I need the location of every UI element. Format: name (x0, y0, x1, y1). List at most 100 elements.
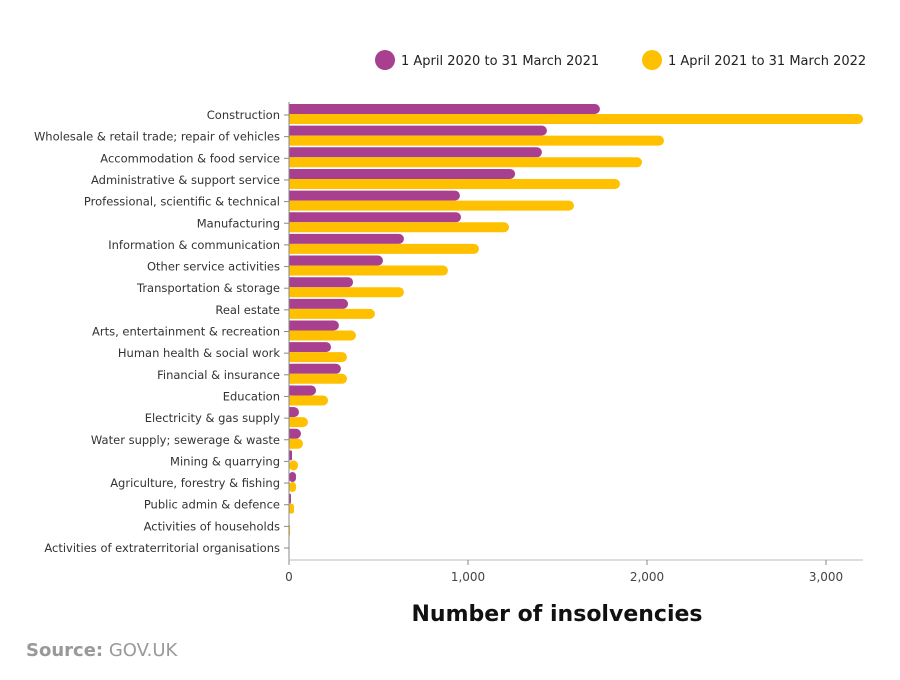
bar-base (289, 233, 294, 244)
bar-2020-21 (289, 298, 349, 309)
bar-base (289, 222, 294, 233)
bar-2021-22 (289, 395, 329, 406)
bar-2020-21 (289, 320, 339, 331)
bar-2021-22 (289, 503, 295, 514)
bar-2021-22 (289, 352, 347, 363)
category-label: Information & communication (108, 238, 280, 252)
bar-base (289, 287, 294, 298)
bar-base (289, 395, 294, 406)
category-label: Education (223, 389, 280, 403)
category-label: Public admin & defence (144, 498, 280, 512)
bar-2021-22 (289, 460, 298, 471)
bar-base (289, 417, 294, 428)
category-label: Arts, entertainment & recreation (92, 325, 280, 339)
bar-2020-21 (289, 255, 383, 266)
x-axis-label: Number of insolvencies (412, 602, 703, 627)
category-label: Manufacturing (197, 216, 280, 230)
bar-base (289, 373, 294, 384)
bar-2021-22 (289, 178, 620, 189)
bar-2020-21 (289, 104, 600, 114)
bar-base (289, 200, 294, 211)
bar-base (289, 147, 294, 158)
bar-base (289, 298, 294, 309)
source-note: Source: GOV.UK (26, 640, 177, 661)
legend-label: 1 April 2020 to 31 March 2021 (401, 54, 599, 69)
legend-marker (642, 50, 662, 70)
bar-2021-22 (289, 308, 375, 319)
category-label: Construction (207, 108, 280, 122)
category-label: Activities of extraterritorial organisat… (44, 541, 280, 555)
bar-2021-22 (289, 287, 404, 298)
bar-2021-22 (289, 265, 448, 276)
bar-base (289, 265, 294, 276)
bar-2020-21 (289, 168, 516, 179)
bar-base (289, 243, 294, 254)
bar-2020-21 (289, 385, 317, 396)
bar-base (289, 190, 294, 201)
bars (289, 104, 864, 536)
bar-base (289, 255, 294, 266)
bar-2021-22 (289, 135, 665, 146)
bar-base (289, 114, 294, 124)
bar-2021-22 (289, 157, 642, 168)
source-label: Source: (26, 640, 104, 661)
x-tick-label: 3,000 (809, 570, 843, 584)
category-label: Human health & social work (118, 346, 280, 360)
bar-base (289, 385, 294, 396)
legend: 1 April 2020 to 31 March 2021 1 April 202… (375, 50, 866, 70)
bar-base (289, 178, 294, 189)
category-label: Administrative & support service (91, 173, 280, 187)
bar-base (289, 407, 294, 418)
bar-2020-21 (289, 363, 341, 374)
bar-base (289, 104, 294, 114)
bar-base (289, 438, 294, 449)
axes: 0 1,000 2,000 3,000 Construction Wholesale & … (34, 102, 863, 584)
category-label: Other service activities (147, 260, 280, 274)
bar-2020-21 (289, 190, 460, 201)
x-tick-label: 2,000 (630, 570, 664, 584)
bar-2020-21 (289, 450, 293, 461)
bar-base (289, 277, 294, 288)
bar-base (289, 330, 294, 341)
bar-2021-22 (289, 243, 479, 254)
bar-base (289, 342, 294, 353)
category-label: Water supply; sewerage & waste (91, 433, 280, 447)
bar-2020-21 (289, 233, 404, 244)
bar-2020-21 (289, 212, 462, 223)
bar-2021-22 (289, 222, 509, 233)
bar-2020-21 (289, 147, 542, 158)
bar-base (289, 135, 294, 146)
category-label: Activities of households (144, 519, 280, 533)
bar-base (289, 212, 294, 223)
category-label: Electricity & gas supply (145, 411, 280, 425)
bar-base (289, 363, 294, 374)
category-label: Professional, scientific & technical (84, 195, 280, 209)
category-label: Accommodation & food service (100, 151, 280, 165)
bar-base (289, 125, 294, 136)
bar-2020-21 (289, 342, 332, 353)
bar-2021-22 (289, 330, 356, 341)
legend-label: 1 April 2021 to 31 March 2022 (668, 54, 866, 69)
bar-base (289, 157, 294, 168)
category-label: Wholesale & retail trade; repair of vehi… (34, 130, 280, 144)
bar-base (289, 428, 294, 439)
bar-2021-22 (289, 373, 347, 384)
x-tick-label: 0 (285, 570, 293, 584)
bar-base (289, 352, 294, 363)
bar-2020-21 (289, 125, 547, 136)
category-label: Mining & quarrying (170, 454, 280, 468)
source-value: GOV.UK (108, 640, 178, 661)
x-tick-label: 1,000 (451, 570, 485, 584)
category-label: Financial & insurance (157, 368, 280, 382)
bar-base (289, 168, 294, 179)
bar-base (289, 320, 294, 331)
legend-marker (375, 50, 395, 70)
bar-2020-21 (289, 472, 296, 483)
bar-2021-22 (289, 114, 864, 124)
category-label: Real estate (215, 303, 280, 317)
bar-base (289, 308, 294, 319)
bar-2020-21 (289, 277, 354, 288)
bar-2021-22 (289, 482, 296, 493)
